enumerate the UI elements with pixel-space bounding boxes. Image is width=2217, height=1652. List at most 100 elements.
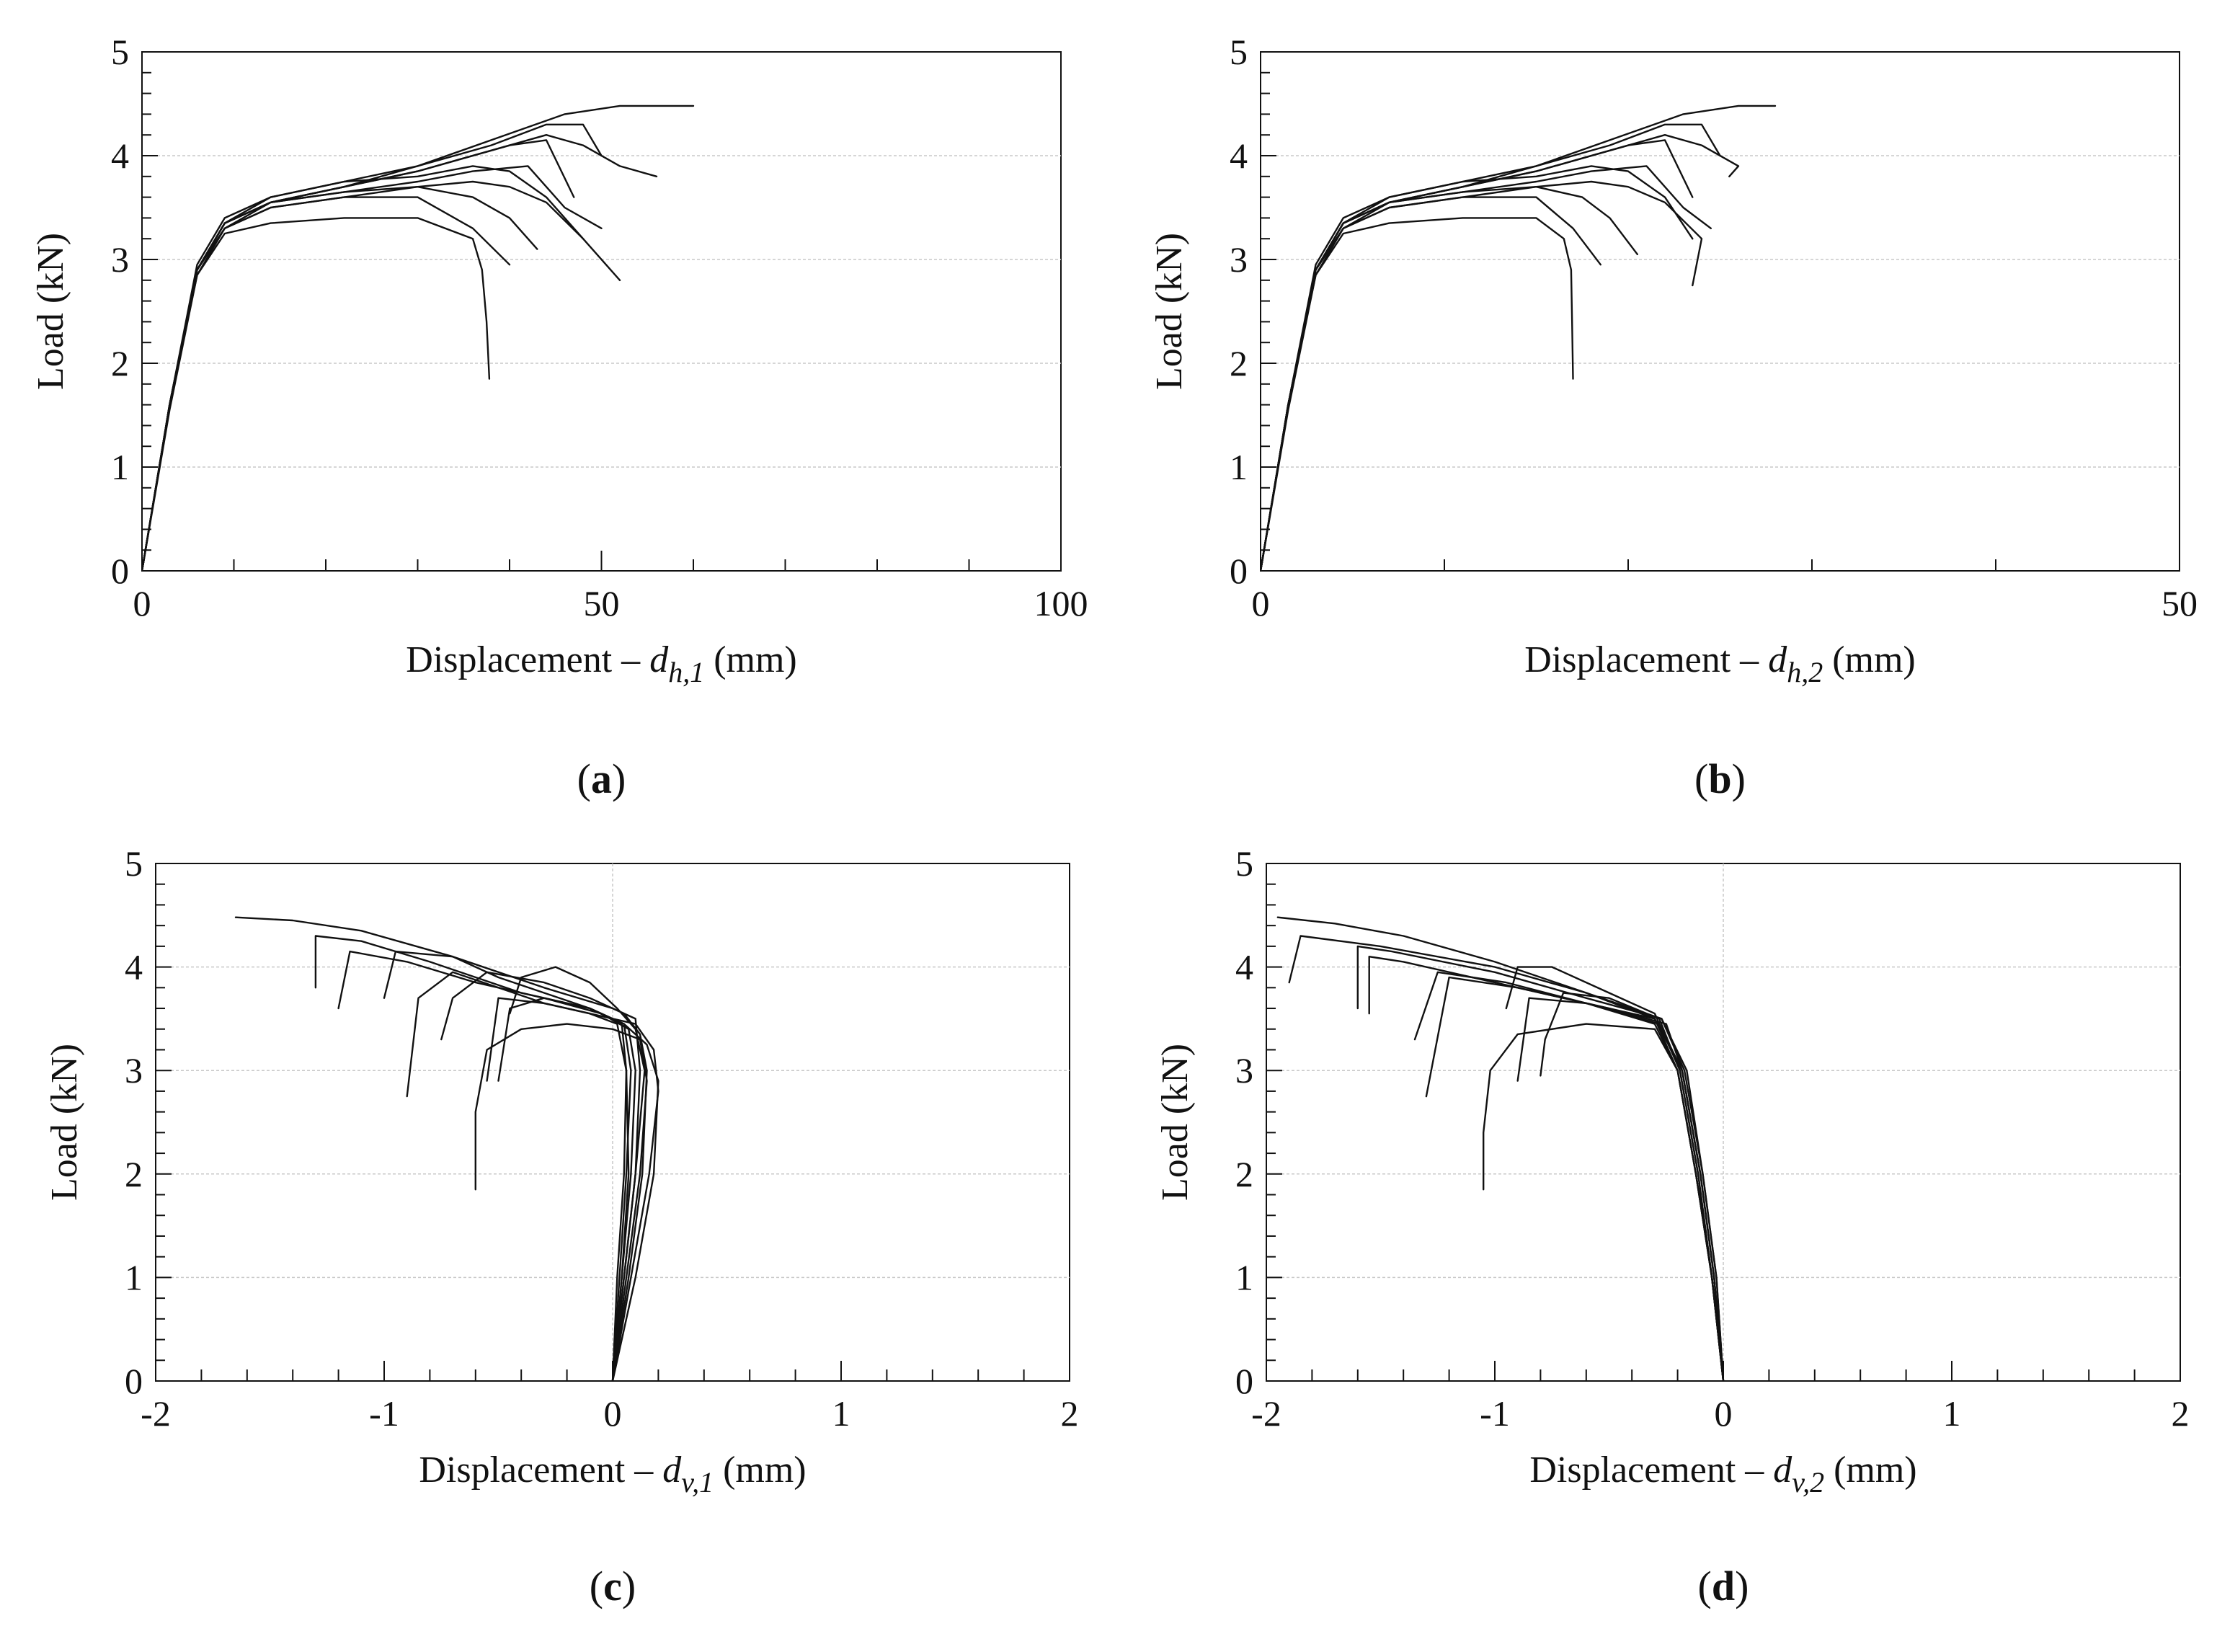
x-axis-title-suffix: (mm): [714, 1449, 807, 1491]
panel-caption-close: ): [622, 1563, 636, 1609]
series-line-specimen-08: [440, 971, 648, 1381]
chart-panel-c: 0 1 2 3 4 5 -2 -1 0 1 2 Load (kN) Displacement – dv,…: [44, 843, 1079, 1609]
x-tick-label: 1: [832, 1393, 850, 1434]
x-axis-title-subscript: h,1: [668, 656, 704, 688]
panel-caption-close: ): [612, 755, 626, 802]
y-axis-title: Load (kN): [1149, 233, 1190, 390]
y-tick-label: 2: [1230, 343, 1248, 383]
y-tick-label: 1: [1235, 1257, 1253, 1297]
x-axis-title-variable: d: [649, 639, 669, 680]
x-axis-title-variable: d: [662, 1449, 682, 1491]
series-line-specimen-10: [509, 966, 646, 1381]
series-line-specimen-10: [1261, 165, 1694, 571]
y-tick-label: 0: [1230, 551, 1248, 591]
panel-caption-open: (: [590, 1563, 603, 1609]
x-axis-title: Displacement – dh,2 (mm): [1524, 639, 1915, 688]
panel-caption: (a): [577, 755, 626, 802]
y-tick-label: 2: [125, 1154, 143, 1194]
x-tick-label: -2: [1251, 1393, 1281, 1434]
panel-caption-close: ): [1732, 755, 1746, 802]
plot-frame: [141, 51, 1062, 572]
x-axis-title-suffix: (mm): [704, 639, 797, 680]
x-axis-title: Displacement – dv,1 (mm): [419, 1449, 806, 1498]
x-tick-label: 2: [1061, 1393, 1079, 1434]
y-tick-label: 3: [111, 239, 129, 280]
y-axis-title: Load (kN): [1155, 1044, 1196, 1201]
y-axis-title: Load (kN): [44, 1044, 85, 1201]
x-tick-label: 0: [133, 583, 151, 623]
x-tick-label: -1: [1480, 1393, 1510, 1434]
x-axis-title: Displacement – dh,1 (mm): [406, 639, 796, 688]
panel-caption-letter: a: [591, 755, 612, 802]
y-tick-label: 5: [1230, 32, 1248, 72]
x-axis-title-suffix: (mm): [1823, 639, 1916, 680]
panel-caption-letter: c: [603, 1563, 622, 1609]
y-tick-label: 0: [125, 1361, 143, 1401]
y-tick-label: 0: [111, 551, 129, 591]
x-axis-title-subscript: h,2: [1787, 656, 1823, 688]
y-tick-label: 4: [111, 136, 129, 176]
y-tick-label: 1: [125, 1257, 143, 1297]
series-line-specimen-09: [383, 950, 628, 1381]
y-tick-label: 4: [1235, 947, 1253, 987]
series-group: [234, 916, 659, 1381]
panel-caption: (d): [1698, 1563, 1749, 1609]
panel-caption: (b): [1694, 755, 1746, 802]
series-line-specimen-09: [1356, 945, 1725, 1381]
x-axis-title-prefix: Displacement –: [406, 639, 649, 680]
y-tick-label: 0: [1235, 1361, 1253, 1401]
x-tick-label: 100: [1034, 583, 1088, 623]
series-line-specimen-06: [497, 997, 659, 1381]
x-tick-label: -2: [141, 1393, 171, 1434]
panel-caption-open: (: [1698, 1563, 1712, 1609]
x-axis-title-variable: d: [1773, 1449, 1792, 1491]
panel-caption-open: (: [1694, 755, 1708, 802]
x-tick-label: 50: [584, 583, 620, 623]
y-tick-label: 2: [111, 343, 129, 383]
y-tick-label: 5: [125, 843, 143, 884]
x-axis-title-subscript: v,1: [681, 1466, 714, 1498]
x-axis-title-subscript: v,2: [1792, 1466, 1824, 1498]
y-tick-label: 2: [1235, 1154, 1253, 1194]
x-tick-label: 0: [604, 1393, 622, 1434]
series-line-specimen-04: [474, 1023, 648, 1381]
panel-caption-close: ): [1735, 1563, 1749, 1609]
y-tick-label: 5: [1235, 843, 1253, 884]
x-tick-label: 0: [1252, 583, 1270, 623]
x-axis-title-variable: d: [1768, 639, 1787, 680]
panel-caption-open: (: [577, 755, 591, 802]
panel-caption: (c): [590, 1563, 636, 1609]
x-axis-title-suffix: (mm): [1824, 1449, 1917, 1491]
x-axis-title-prefix: Displacement –: [419, 1449, 662, 1491]
plot-frame: [1260, 51, 2180, 572]
series-group: [142, 105, 695, 571]
x-axis-title-prefix: Displacement –: [1529, 1449, 1773, 1491]
series-group: [1261, 105, 1777, 571]
x-axis-title-prefix: Displacement –: [1524, 639, 1768, 680]
y-axis-title: Load (kN): [30, 233, 71, 390]
series-line-specimen-02: [486, 997, 659, 1381]
x-tick-label: 0: [1715, 1393, 1733, 1434]
x-tick-label: 50: [2162, 583, 2198, 623]
x-tick-label: 2: [2172, 1393, 2190, 1434]
y-tick-label: 4: [1230, 136, 1248, 176]
series-line-specimen-10: [1505, 966, 1725, 1381]
series-line-specimen-10: [142, 165, 585, 571]
panel-caption-letter: d: [1712, 1563, 1735, 1609]
x-tick-label: 1: [1943, 1393, 1961, 1434]
x-axis-title: Displacement – dv,2 (mm): [1529, 1449, 1916, 1498]
y-tick-label: 1: [1230, 447, 1248, 487]
x-tick-label: -1: [369, 1393, 399, 1434]
y-tick-label: 3: [125, 1050, 143, 1091]
panel-caption-letter: b: [1708, 755, 1731, 802]
y-tick-label: 5: [111, 32, 129, 72]
series-group: [1276, 916, 1725, 1381]
y-tick-label: 3: [1235, 1050, 1253, 1091]
y-tick-label: 1: [111, 447, 129, 487]
y-tick-label: 3: [1230, 239, 1248, 280]
y-tick-label: 4: [125, 947, 143, 987]
